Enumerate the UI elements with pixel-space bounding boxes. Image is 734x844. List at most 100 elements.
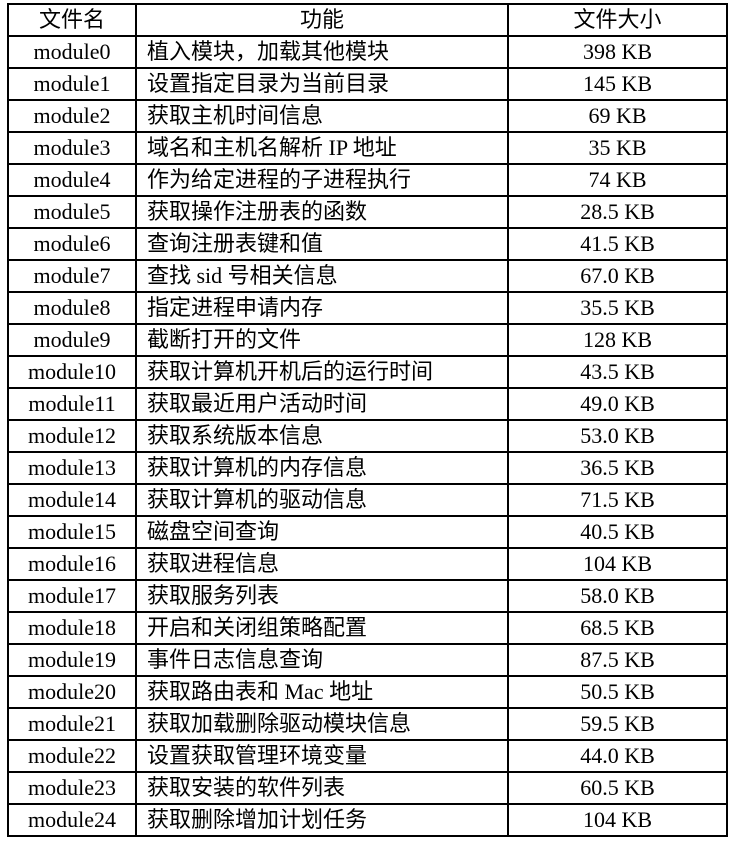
- table-row: module11 获取最近用户活动时间 49.0 KB: [7, 387, 728, 421]
- cell-function: 设置获取管理环境变量: [135, 739, 509, 773]
- cell-filename: module13: [7, 451, 137, 485]
- table-row: module21 获取加载删除驱动模块信息 59.5 KB: [7, 707, 728, 741]
- cell-filesize: 41.5 KB: [507, 227, 728, 261]
- cell-function: 开启和关闭组策略配置: [135, 611, 509, 645]
- table-row: module12 获取系统版本信息 53.0 KB: [7, 419, 728, 453]
- cell-filename: module18: [7, 611, 137, 645]
- cell-filename: module2: [7, 99, 137, 133]
- cell-function: 获取进程信息: [135, 547, 509, 581]
- table-row: module3 域名和主机名解析 IP 地址 35 KB: [7, 131, 728, 165]
- table-row: module4 作为给定进程的子进程执行 74 KB: [7, 163, 728, 197]
- table-row: module16 获取进程信息 104 KB: [7, 547, 728, 581]
- table-row: module2 获取主机时间信息 69 KB: [7, 99, 728, 133]
- cell-function: 获取服务列表: [135, 579, 509, 613]
- table-row: module24 获取删除增加计划任务 104 KB: [7, 803, 728, 837]
- cell-filename: module24: [7, 803, 137, 837]
- cell-function: 植入模块，加载其他模块: [135, 35, 509, 69]
- cell-filename: module10: [7, 355, 137, 389]
- cell-filesize: 398 KB: [507, 35, 728, 69]
- cell-filename: module8: [7, 291, 137, 325]
- cell-filename: module11: [7, 387, 137, 421]
- cell-function: 作为给定进程的子进程执行: [135, 163, 509, 197]
- header-filesize: 文件大小: [507, 3, 728, 37]
- table-row: module5 获取操作注册表的函数 28.5 KB: [7, 195, 728, 229]
- cell-function: 获取计算机开机后的运行时间: [135, 355, 509, 389]
- table-row: module15 磁盘空间查询 40.5 KB: [7, 515, 728, 549]
- cell-function: 域名和主机名解析 IP 地址: [135, 131, 509, 165]
- cell-function: 获取加载删除驱动模块信息: [135, 707, 509, 741]
- cell-function: 获取计算机的内存信息: [135, 451, 509, 485]
- cell-filename: module6: [7, 227, 137, 261]
- cell-filename: module5: [7, 195, 137, 229]
- cell-filesize: 50.5 KB: [507, 675, 728, 709]
- cell-function: 设置指定目录为当前目录: [135, 67, 509, 101]
- cell-filesize: 68.5 KB: [507, 611, 728, 645]
- cell-function: 获取删除增加计划任务: [135, 803, 509, 837]
- cell-filename: module7: [7, 259, 137, 293]
- cell-function: 指定进程申请内存: [135, 291, 509, 325]
- cell-filename: module22: [7, 739, 137, 773]
- header-function: 功能: [135, 3, 509, 37]
- cell-filesize: 104 KB: [507, 803, 728, 837]
- cell-function: 获取路由表和 Mac 地址: [135, 675, 509, 709]
- cell-filename: module9: [7, 323, 137, 357]
- cell-function: 获取主机时间信息: [135, 99, 509, 133]
- cell-filesize: 43.5 KB: [507, 355, 728, 389]
- table-row: module14 获取计算机的驱动信息 71.5 KB: [7, 483, 728, 517]
- cell-filename: module15: [7, 515, 137, 549]
- modules-table: 文件名 功能 文件大小 module0 植入模块，加载其他模块 398 KB modu…: [7, 3, 728, 837]
- cell-filesize: 128 KB: [507, 323, 728, 357]
- table-row: module19 事件日志信息查询 87.5 KB: [7, 643, 728, 677]
- table-row: module18 开启和关闭组策略配置 68.5 KB: [7, 611, 728, 645]
- cell-function: 获取系统版本信息: [135, 419, 509, 453]
- table-row: module6 查询注册表键和值 41.5 KB: [7, 227, 728, 261]
- cell-filesize: 58.0 KB: [507, 579, 728, 613]
- table-row: module17 获取服务列表 58.0 KB: [7, 579, 728, 613]
- table-row: module9 截断打开的文件 128 KB: [7, 323, 728, 357]
- table-row: module20 获取路由表和 Mac 地址 50.5 KB: [7, 675, 728, 709]
- cell-filename: module12: [7, 419, 137, 453]
- cell-filesize: 60.5 KB: [507, 771, 728, 805]
- cell-filesize: 44.0 KB: [507, 739, 728, 773]
- cell-filesize: 104 KB: [507, 547, 728, 581]
- header-row: 文件名 功能 文件大小: [7, 3, 728, 37]
- cell-filename: module20: [7, 675, 137, 709]
- cell-filesize: 53.0 KB: [507, 419, 728, 453]
- cell-filesize: 71.5 KB: [507, 483, 728, 517]
- cell-filename: module14: [7, 483, 137, 517]
- cell-filesize: 35 KB: [507, 131, 728, 165]
- cell-function: 获取安装的软件列表: [135, 771, 509, 805]
- cell-filesize: 49.0 KB: [507, 387, 728, 421]
- table-row: module10 获取计算机开机后的运行时间 43.5 KB: [7, 355, 728, 389]
- cell-function: 磁盘空间查询: [135, 515, 509, 549]
- table-row: module8 指定进程申请内存 35.5 KB: [7, 291, 728, 325]
- cell-filename: module21: [7, 707, 137, 741]
- cell-filesize: 59.5 KB: [507, 707, 728, 741]
- cell-filesize: 69 KB: [507, 99, 728, 133]
- cell-filesize: 87.5 KB: [507, 643, 728, 677]
- cell-filesize: 35.5 KB: [507, 291, 728, 325]
- cell-filesize: 145 KB: [507, 67, 728, 101]
- cell-filename: module3: [7, 131, 137, 165]
- cell-filesize: 40.5 KB: [507, 515, 728, 549]
- table-row: module13 获取计算机的内存信息 36.5 KB: [7, 451, 728, 485]
- cell-filename: module0: [7, 35, 137, 69]
- table-row: module7 查找 sid 号相关信息 67.0 KB: [7, 259, 728, 293]
- cell-function: 获取最近用户活动时间: [135, 387, 509, 421]
- cell-filesize: 74 KB: [507, 163, 728, 197]
- cell-function: 截断打开的文件: [135, 323, 509, 357]
- cell-filesize: 67.0 KB: [507, 259, 728, 293]
- table-row: module22 设置获取管理环境变量 44.0 KB: [7, 739, 728, 773]
- cell-function: 事件日志信息查询: [135, 643, 509, 677]
- cell-filename: module4: [7, 163, 137, 197]
- cell-function: 获取计算机的驱动信息: [135, 483, 509, 517]
- table-row: module23 获取安装的软件列表 60.5 KB: [7, 771, 728, 805]
- table-body: module0 植入模块，加载其他模块 398 KB module1 设置指定目录为当前…: [7, 35, 728, 837]
- table-row: module1 设置指定目录为当前目录 145 KB: [7, 67, 728, 101]
- cell-function: 获取操作注册表的函数: [135, 195, 509, 229]
- cell-filename: module16: [7, 547, 137, 581]
- cell-filename: module1: [7, 67, 137, 101]
- cell-function: 查找 sid 号相关信息: [135, 259, 509, 293]
- table-row: module0 植入模块，加载其他模块 398 KB: [7, 35, 728, 69]
- cell-filesize: 36.5 KB: [507, 451, 728, 485]
